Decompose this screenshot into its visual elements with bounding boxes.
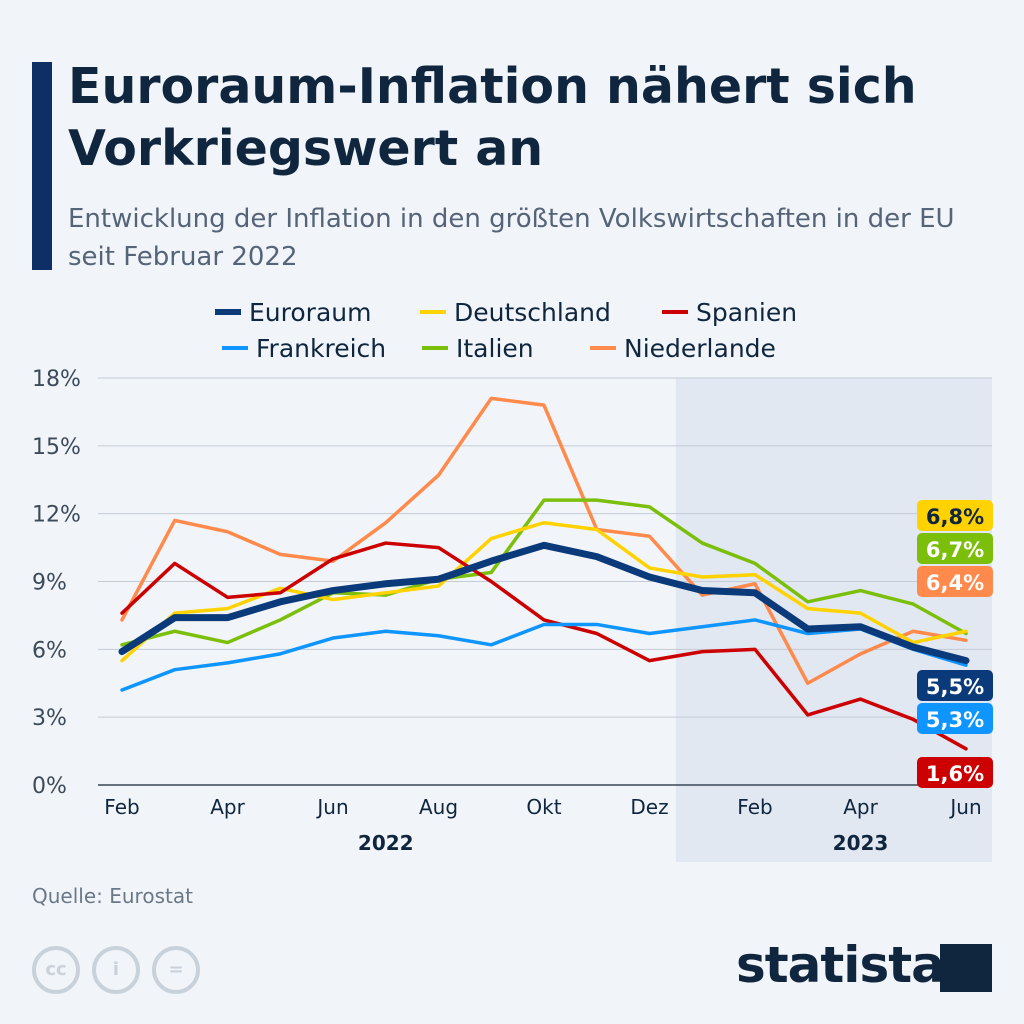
cc-icon[interactable]: cc	[32, 946, 80, 994]
series-line-italien	[120, 498, 968, 647]
end-label: 6,7%	[926, 538, 984, 562]
end-label: 5,5%	[926, 675, 984, 699]
legend-label: Spanien	[696, 298, 797, 327]
y-tick-label: 0%	[32, 774, 67, 799]
x-tick-label: Apr	[843, 795, 878, 819]
series-line-spanien	[120, 541, 968, 751]
legend-label: Deutschland	[454, 298, 611, 327]
y-tick-label: 12%	[32, 503, 81, 528]
end-label-box	[917, 533, 993, 564]
y-tick-label: 15%	[32, 435, 81, 460]
legend-label: Frankreich	[256, 334, 386, 363]
x-tick-label: Apr	[210, 795, 245, 819]
statista-logo[interactable]: statista	[736, 936, 945, 994]
x-tick-label: Feb	[104, 795, 139, 819]
end-label-box	[917, 670, 993, 701]
end-label: 5,3%	[926, 708, 984, 732]
year-label: 2023	[833, 831, 889, 855]
end-label: 1,6%	[926, 762, 984, 786]
chart-subtitle: Entwicklung der Inflation in den größten…	[68, 204, 955, 272]
series-line-frankreich	[120, 618, 968, 692]
end-label-box	[917, 757, 993, 788]
y-tick-label: 3%	[32, 706, 67, 731]
end-label-box	[917, 500, 993, 531]
legend-label: Euroraum	[249, 298, 371, 327]
no-derivatives-icon[interactable]: =	[152, 946, 200, 994]
end-label-box	[917, 566, 993, 597]
legend-label: Niederlande	[624, 334, 776, 363]
x-tick-label: Aug	[419, 795, 458, 819]
end-label: 6,4%	[926, 571, 984, 595]
x-tick-label: Dez	[630, 795, 668, 819]
series-line-euroraum	[118, 541, 970, 665]
source-note: Quelle: Eurostat	[32, 884, 193, 908]
end-label: 6,8%	[926, 505, 984, 529]
attribution-icon[interactable]: i	[92, 946, 140, 994]
chart-title: Euroraum-Inflation nähert sich Vorkriegs…	[68, 58, 917, 177]
x-tick-label: Jun	[315, 795, 348, 819]
y-tick-label: 6%	[32, 638, 67, 663]
x-tick-label: Feb	[737, 795, 772, 819]
y-tick-label: 18%	[32, 367, 81, 392]
x-tick-label: Jun	[948, 795, 981, 819]
end-label-box	[917, 703, 993, 734]
x-tick-label: Okt	[526, 795, 561, 819]
y-tick-label: 9%	[32, 571, 67, 596]
year-label: 2022	[358, 831, 414, 855]
title-accent-bar	[32, 62, 52, 270]
statista-logo-mark	[940, 944, 992, 992]
legend-label: Italien	[456, 334, 534, 363]
series-line-niederlande	[120, 396, 968, 685]
